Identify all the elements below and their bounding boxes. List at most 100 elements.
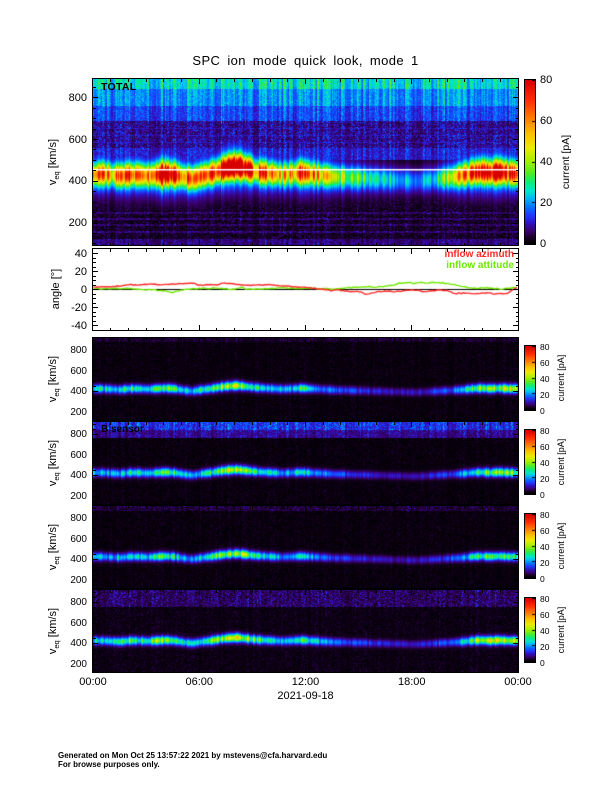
colorbar-tick-label-a: 20 [540, 389, 550, 400]
axis-tick [269, 506, 271, 509]
axis-tick [287, 249, 289, 252]
axis-tick [251, 422, 253, 425]
axis-tick [411, 79, 413, 84]
colorbar-tick-label-d: 40 [540, 625, 550, 636]
spectrogram-canvas-sensor-a [93, 338, 518, 420]
axis-tick [181, 242, 183, 245]
axis-tick [515, 449, 518, 451]
y-tick-label-a: 200 [70, 407, 87, 419]
y-tick-label-d: 200 [70, 659, 87, 671]
axis-tick [428, 585, 430, 588]
axis-tick [251, 590, 253, 593]
axis-tick [322, 327, 324, 330]
axis-tick [110, 669, 112, 672]
axis-tick [163, 327, 165, 330]
axis-tick [515, 648, 518, 650]
colorbar-tick-label-total: 60 [540, 114, 553, 127]
axis-tick [93, 149, 96, 151]
axis-tick [127, 338, 129, 341]
axis-tick [93, 302, 96, 304]
axis-tick [163, 249, 165, 252]
axis-tick [234, 590, 236, 593]
axis-tick [93, 370, 98, 372]
y-tick-label-angle: -20 [71, 301, 87, 314]
colorbar-total [524, 79, 536, 245]
axis-tick [93, 454, 98, 456]
y-tick-label-c: 600 [70, 533, 87, 545]
axis-tick [93, 669, 96, 671]
axis-tick [358, 417, 360, 420]
axis-tick [93, 575, 96, 577]
axis-tick [269, 79, 271, 82]
x-tick-label: 00:00 [79, 676, 107, 688]
axis-tick [340, 249, 342, 252]
axis-tick [515, 596, 518, 598]
axis-tick [93, 266, 96, 268]
axis-tick [322, 585, 324, 588]
axis-tick [446, 422, 448, 425]
axis-tick [145, 417, 147, 420]
axis-tick [482, 338, 484, 341]
axis-tick [515, 159, 518, 161]
axis-tick [515, 417, 518, 419]
axis-tick [287, 79, 289, 82]
axis-tick [428, 590, 430, 593]
axis-tick [145, 242, 147, 245]
axis-tick [515, 107, 518, 109]
axis-tick [287, 422, 289, 425]
axis-tick [163, 590, 165, 593]
axis-tick [181, 422, 183, 425]
footer: Generated on Mon Oct 25 13:57:22 2021 by… [58, 751, 327, 769]
axis-tick [515, 507, 518, 509]
axis-tick [305, 415, 306, 420]
axis-tick [482, 79, 484, 82]
axis-tick [93, 612, 96, 614]
axis-tick [322, 422, 324, 425]
axis-tick [515, 444, 518, 446]
axis-tick [446, 417, 448, 420]
axis-tick [513, 475, 518, 477]
axis-tick [428, 417, 430, 420]
axis-tick [482, 590, 484, 593]
colorbar-sensor-c [524, 513, 536, 579]
axis-tick [305, 422, 306, 427]
axis-tick [358, 506, 360, 509]
total-label: TOTAL [101, 81, 137, 93]
legend-inflow-attitude: inflow attitude [446, 259, 514, 271]
axis-tick [93, 307, 98, 308]
axis-tick [464, 79, 466, 82]
axis-tick [515, 554, 518, 556]
colorbar-tick-label-total: 40 [540, 155, 553, 168]
y-tick-label-b: 200 [70, 491, 87, 503]
axis-tick [93, 222, 98, 224]
axis-tick [513, 289, 518, 290]
axis-tick [269, 590, 271, 593]
axis-tick [482, 249, 484, 252]
axis-tick [234, 422, 236, 425]
axis-tick [340, 242, 342, 245]
axis-tick [393, 79, 395, 82]
axis-tick [499, 422, 501, 425]
axis-tick [251, 338, 253, 341]
axis-tick [287, 417, 289, 420]
axis-tick [93, 465, 96, 467]
axis-tick [181, 327, 183, 330]
axis-tick [411, 506, 413, 511]
axis-tick [181, 585, 183, 588]
axis-tick [93, 554, 96, 556]
axis-tick [216, 506, 218, 509]
axis-tick [322, 249, 324, 252]
axis-tick [358, 327, 360, 330]
axis-tick [163, 422, 165, 425]
axis-tick [375, 417, 377, 420]
spectrogram-panel-total: TOTAL [92, 78, 519, 246]
axis-tick [216, 242, 218, 245]
axis-tick [216, 338, 218, 341]
axis-tick [251, 327, 253, 330]
axis-tick [515, 459, 518, 461]
axis-tick [127, 585, 129, 588]
axis-tick [234, 506, 236, 509]
x-tick-label: 06:00 [185, 676, 214, 688]
colorbar-tick-label-b: 20 [540, 473, 550, 484]
